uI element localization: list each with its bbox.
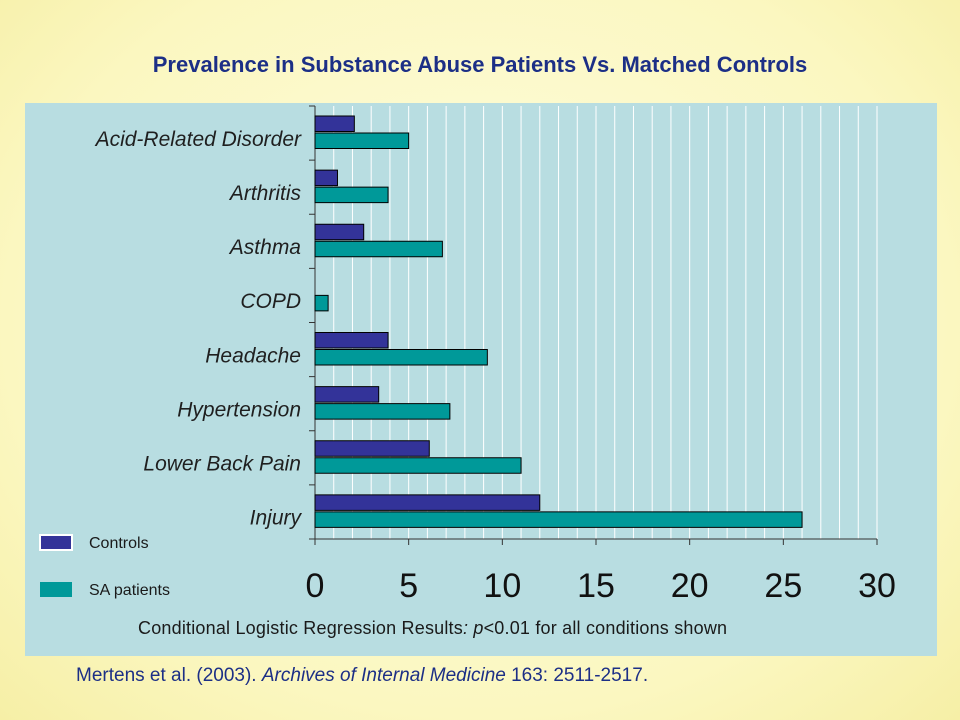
bar-sa-patients — [314, 403, 451, 420]
x-tick-label: 25 — [764, 567, 802, 605]
bar-sa-patients — [314, 511, 803, 528]
x-tick-label: 5 — [399, 567, 418, 605]
x-tick-label: 20 — [671, 567, 709, 605]
bar-sa-patients — [314, 132, 410, 149]
legend-label: SA patients — [89, 582, 170, 599]
citation-rest: 163: 2511-2517. — [505, 665, 649, 686]
x-tick-label: 10 — [483, 567, 521, 605]
category-label: Asthma — [228, 236, 301, 259]
footnote-suffix: <0.01 for all conditions shown — [483, 618, 728, 638]
footnote-prefix: Conditional Logistic Regression Results — [138, 618, 463, 638]
legend-swatch — [40, 582, 72, 597]
bar-controls — [314, 169, 338, 187]
category-label: Hypertension — [177, 398, 301, 421]
bar-controls — [314, 332, 389, 349]
legend-swatch — [39, 534, 73, 551]
category-label: Headache — [205, 344, 301, 367]
legend-label: Controls — [89, 535, 149, 552]
bar-sa-patients — [314, 240, 443, 258]
x-tick-label: 15 — [577, 567, 615, 605]
bar-controls — [314, 494, 541, 511]
bar-sa-patients — [314, 457, 522, 474]
citation-journal: Archives of Internal Medicine — [261, 665, 506, 686]
citation: Mertens et al. (2003). Archives of Inter… — [76, 665, 648, 687]
bar-chart: 0 5 10 15 20 25 30 Acid-Related Disorder Arthrit… — [39, 105, 896, 605]
chart-panel: 0 5 10 15 20 25 30 Acid-Related Disorder Arthrit… — [25, 103, 937, 656]
bar-controls — [314, 115, 355, 132]
regression-footnote: Conditional Logistic Regression Results:… — [138, 618, 727, 639]
bar-controls — [314, 440, 430, 457]
x-tick-label: 0 — [306, 567, 325, 605]
bar-controls — [314, 386, 380, 403]
chart-title: Prevalence in Substance Abuse Patients V… — [152, 52, 808, 77]
footnote-colon: : — [462, 618, 469, 638]
category-label: Lower Back Pain — [143, 453, 301, 476]
bar-sa-patients — [314, 186, 389, 204]
category-label: COPD — [240, 290, 301, 313]
category-label: Injury — [250, 507, 303, 530]
category-label: Acid-Related Disorder — [94, 128, 302, 151]
category-label: Arthritis — [228, 182, 302, 205]
x-tick-label: 30 — [858, 567, 896, 605]
citation-authors: Mertens et al. (2003). — [76, 665, 262, 686]
bar-controls — [314, 223, 365, 241]
bar-sa-patients — [314, 349, 488, 366]
bar-sa-patients — [314, 294, 329, 312]
footnote-p: p — [473, 618, 484, 638]
